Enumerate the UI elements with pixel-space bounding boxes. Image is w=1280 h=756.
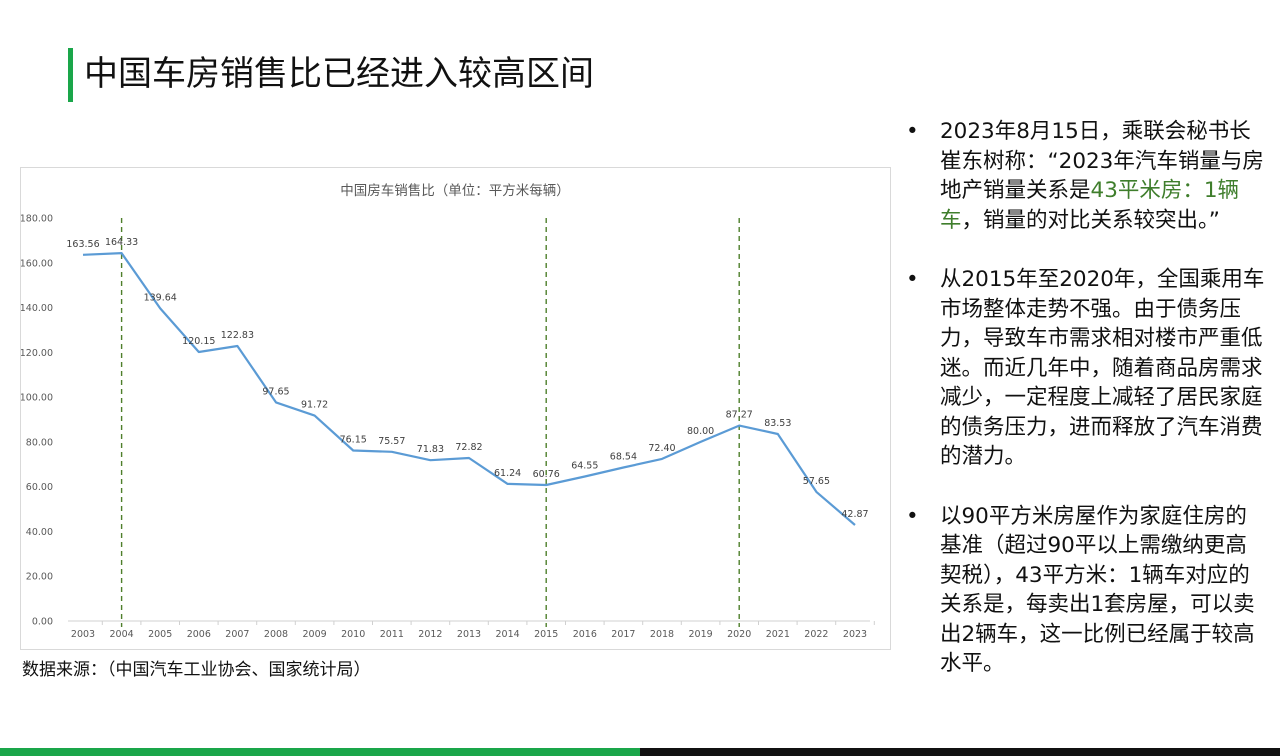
x-tick-label: 2003 — [71, 629, 95, 640]
chart-container: 中国房车销售比（单位：平方米每辆） 0.00 20.00 40.00 60.00 80.… — [20, 167, 891, 650]
x-tick-label: 2017 — [611, 629, 635, 640]
data-label: 164.33 — [105, 237, 138, 248]
data-label: 122.83 — [221, 330, 254, 341]
data-label: 72.82 — [455, 442, 482, 453]
y-tick-label: 0.00 — [32, 617, 53, 628]
line-chart: 中国房车销售比（单位：平方米每辆） 0.00 20.00 40.00 60.00 80.… — [21, 182, 875, 640]
title-accent-bar — [68, 48, 73, 102]
x-tick-label: 2015 — [534, 629, 558, 640]
data-label: 75.57 — [378, 436, 405, 447]
x-tick-label: 2018 — [650, 629, 674, 640]
data-labels: 163.56 164.33 139.64 120.15 122.83 97.65 91.72… — [66, 237, 868, 520]
y-tick-label: 140.00 — [21, 303, 53, 314]
source-note: 数据来源：（中国汽车工业协会、国家统计局） — [22, 660, 371, 680]
data-label: 68.54 — [610, 452, 637, 463]
x-tick-label: 2006 — [187, 629, 211, 640]
x-tick-label: 2023 — [843, 629, 867, 640]
page-title: 中国车房销售比已经进入较高区间 — [84, 54, 594, 94]
data-label: 139.64 — [144, 292, 177, 303]
data-label: 163.56 — [66, 239, 99, 250]
chart-title: 中国房车销售比（单位：平方米每辆） — [340, 182, 570, 199]
data-label: 57.65 — [803, 476, 830, 487]
bullet-item: • 从2015年至2020年，全国乘用车市场整体走势不强。由于债务压力，导致车市需… — [906, 265, 1266, 472]
y-tick-label: 20.00 — [26, 572, 53, 583]
y-tick-label: 100.00 — [21, 393, 53, 404]
bullet-dot: • — [906, 119, 919, 144]
x-tick-label: 2020 — [727, 629, 751, 640]
y-tick-label: 60.00 — [26, 482, 53, 493]
x-tick-label: 2009 — [303, 629, 327, 640]
data-label: 76.15 — [340, 435, 367, 446]
bullet-item: • 2023年8月15日，乘联会秘书长崔东树称：“2023年汽车销量与房地产销量关… — [906, 117, 1266, 235]
bullet-text: ，销量的对比关系较突出。” — [961, 207, 1220, 233]
bullet-list: • 2023年8月15日，乘联会秘书长崔东树称：“2023年汽车销量与房地产销量关… — [906, 117, 1266, 709]
data-label: 120.15 — [182, 336, 215, 347]
data-label: 97.65 — [262, 386, 289, 397]
x-tick-label: 2019 — [689, 629, 713, 640]
y-axis: 0.00 20.00 40.00 60.00 80.00 100.00 120.00 140.… — [21, 214, 53, 628]
x-tick-label: 2013 — [457, 629, 481, 640]
bullet-highlight-text: 43平米房：1辆车 — [940, 178, 1240, 233]
x-tick-label: 2010 — [341, 629, 365, 640]
x-tick-label: 2021 — [766, 629, 790, 640]
x-axis: 2003 2004 2005 2006 2007 2008 2009 2010 2011 2012… — [68, 620, 875, 640]
x-tick-label: 2007 — [225, 629, 249, 640]
x-tick-label: 2014 — [496, 629, 520, 640]
data-label: 87.27 — [726, 410, 753, 421]
y-tick-label: 40.00 — [26, 527, 53, 538]
x-tick-label: 2011 — [380, 629, 404, 640]
bullet-dot: • — [906, 267, 919, 292]
y-tick-label: 180.00 — [21, 214, 53, 225]
y-tick-label: 160.00 — [21, 258, 53, 269]
x-tick-label: 2022 — [804, 629, 828, 640]
bullet-item: • 以90平方米房屋作为家庭住房的基准（超过90平以上需缴纳更高契税），43平方米… — [906, 502, 1266, 679]
vertical-markers — [120, 218, 740, 627]
data-label: 42.87 — [841, 509, 868, 520]
x-tick-label: 2008 — [264, 629, 288, 640]
data-label: 72.40 — [648, 443, 675, 454]
footer-black-bar — [640, 748, 1280, 756]
x-tick-label: 2016 — [573, 629, 597, 640]
y-tick-label: 80.00 — [26, 437, 53, 448]
bullet-dot: • — [906, 503, 919, 529]
data-label: 64.55 — [571, 460, 598, 471]
data-label: 60.76 — [533, 469, 560, 480]
x-tick-label: 2012 — [418, 629, 442, 640]
data-label: 80.00 — [687, 426, 714, 437]
data-label: 71.83 — [417, 444, 444, 455]
series-line — [82, 251, 856, 526]
x-tick-label: 2005 — [148, 629, 172, 640]
bullet-text: 以90平方米房屋作为家庭住房的基准（超过90平以上需缴纳更高契税），43平方米：… — [940, 503, 1255, 677]
bullet-text: 2023年8月15日，乘联会秘书长崔东树称：“2023年汽车销量与房地产销量关系… — [940, 119, 1264, 203]
data-label: 61.24 — [494, 468, 521, 479]
data-label: 83.53 — [764, 418, 791, 429]
series-layer — [82, 251, 856, 526]
data-label: 91.72 — [301, 400, 328, 411]
bullet-text: 从2015年至2020年，全国乘用车市场整体走势不强。由于债务压力，导致车市需求… — [940, 267, 1265, 469]
y-tick-label: 120.00 — [21, 348, 53, 359]
x-tick-label: 2004 — [110, 629, 134, 640]
footer-green-bar — [0, 748, 640, 756]
